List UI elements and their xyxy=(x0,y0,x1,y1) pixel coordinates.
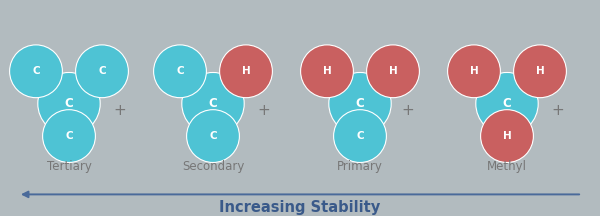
Ellipse shape xyxy=(10,45,62,98)
Text: Increasing Stability: Increasing Stability xyxy=(220,200,380,215)
Text: Methyl: Methyl xyxy=(487,160,527,173)
Text: C: C xyxy=(98,66,106,76)
Ellipse shape xyxy=(514,45,566,98)
Ellipse shape xyxy=(481,110,533,162)
Text: +: + xyxy=(113,103,127,118)
Ellipse shape xyxy=(301,45,353,98)
Text: Tertiary: Tertiary xyxy=(47,160,91,173)
Text: H: H xyxy=(323,66,331,76)
Text: +: + xyxy=(551,103,565,118)
Text: H: H xyxy=(470,66,478,76)
Ellipse shape xyxy=(38,73,100,135)
Ellipse shape xyxy=(76,45,128,98)
Ellipse shape xyxy=(182,73,244,135)
Text: C: C xyxy=(356,97,364,110)
Text: C: C xyxy=(209,131,217,141)
Text: +: + xyxy=(401,103,415,118)
Text: C: C xyxy=(503,97,511,110)
Text: C: C xyxy=(65,131,73,141)
Text: C: C xyxy=(65,97,73,110)
Text: C: C xyxy=(356,131,364,141)
Text: +: + xyxy=(257,103,271,118)
Text: Secondary: Secondary xyxy=(182,160,244,173)
Ellipse shape xyxy=(329,73,391,135)
Ellipse shape xyxy=(43,110,95,162)
Text: H: H xyxy=(536,66,544,76)
Text: H: H xyxy=(389,66,397,76)
Text: H: H xyxy=(242,66,250,76)
Text: C: C xyxy=(32,66,40,76)
Ellipse shape xyxy=(334,110,386,162)
Ellipse shape xyxy=(476,73,538,135)
Ellipse shape xyxy=(154,45,206,98)
Text: C: C xyxy=(209,97,217,110)
Text: H: H xyxy=(503,131,511,141)
Ellipse shape xyxy=(220,45,272,98)
Text: Primary: Primary xyxy=(337,160,383,173)
Ellipse shape xyxy=(187,110,239,162)
Text: C: C xyxy=(176,66,184,76)
Ellipse shape xyxy=(367,45,419,98)
Ellipse shape xyxy=(448,45,500,98)
